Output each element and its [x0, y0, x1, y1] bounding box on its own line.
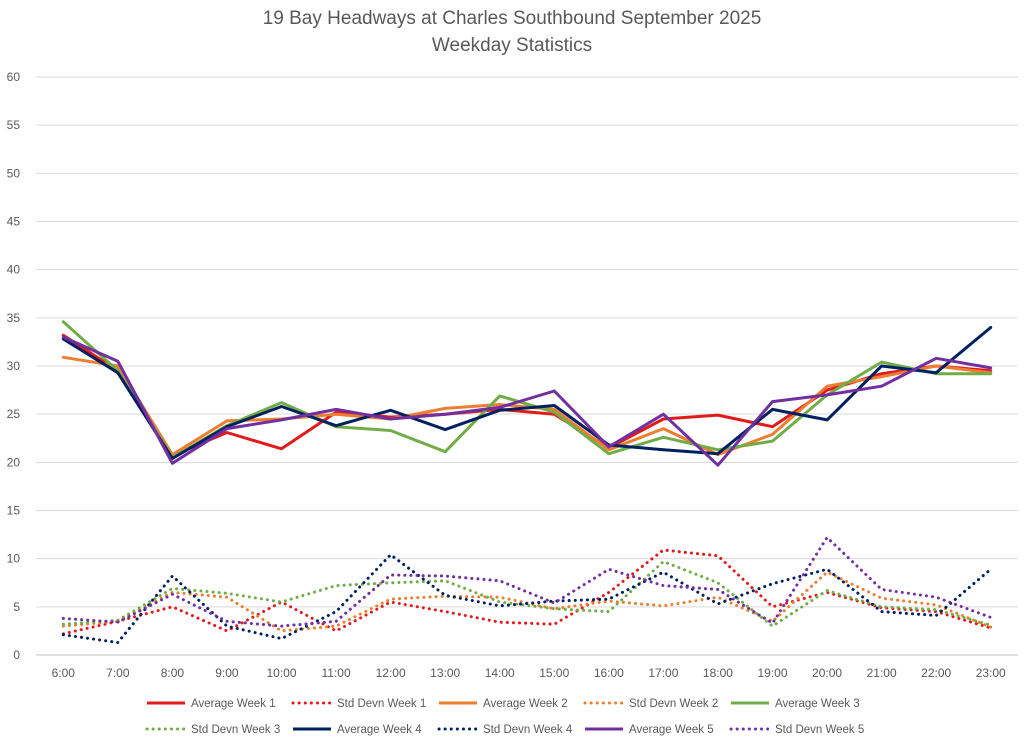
x-tick-label: 18:00	[703, 666, 733, 680]
chart-subtitle: Weekday Statistics	[431, 35, 593, 56]
y-tick-label: 5	[13, 600, 20, 614]
x-tick-label: 19:00	[757, 666, 787, 680]
x-tick-label: 23:00	[976, 666, 1006, 680]
x-tick-label: 13:00	[430, 666, 460, 680]
gridlines	[36, 76, 1018, 656]
series-line-7	[61, 326, 993, 460]
x-tick-label: 8:00	[161, 666, 185, 680]
y-tick-label: 50	[7, 166, 21, 180]
legend-label: Average Week 2	[483, 698, 568, 710]
series-line-4	[61, 570, 993, 633]
y-tick-label: 0	[13, 648, 20, 662]
x-axis-ticks: 6:00 7:00 8:00 9:00 10:00 11:00 12:00 13:00 14:0…	[52, 666, 1006, 680]
y-tick-label: 10	[7, 552, 21, 566]
legend-label: Average Week 5	[629, 724, 714, 736]
legend: Average Week 1 Std Devn Week 1 Average Wee…	[145, 698, 864, 736]
series-line-10	[61, 536, 993, 628]
series-line-8	[61, 553, 993, 644]
y-axis-ticks: 0 5 10 15 20 25 30 35 40 45 50 55 60	[7, 70, 21, 662]
series-line-9	[61, 335, 993, 467]
x-tick-label: 20:00	[812, 666, 842, 680]
legend-label: Std Devn Week 1	[337, 698, 426, 710]
chart-title: 19 Bay Headways at Charles Southbound Se…	[262, 8, 762, 29]
x-tick-label: 6:00	[52, 666, 76, 680]
x-tick-label: 17:00	[648, 666, 678, 680]
y-tick-label: 35	[7, 311, 21, 325]
y-tick-label: 55	[7, 118, 21, 132]
x-tick-label: 15:00	[539, 666, 569, 680]
legend-label: Average Week 4	[337, 724, 422, 736]
legend-label: Average Week 1	[191, 698, 276, 710]
x-tick-label: 7:00	[106, 666, 130, 680]
y-tick-label: 20	[7, 455, 21, 469]
y-tick-label: 60	[7, 70, 21, 84]
x-tick-label: 12:00	[376, 666, 406, 680]
y-tick-label: 15	[7, 504, 21, 518]
x-tick-label: 10:00	[266, 666, 296, 680]
series-line-2	[61, 548, 993, 636]
series-line-6	[61, 560, 993, 628]
legend-label: Std Devn Week 4	[483, 724, 573, 736]
legend-label: Std Devn Week 3	[191, 724, 280, 736]
series-lines	[61, 320, 993, 644]
x-tick-label: 11:00	[321, 666, 350, 680]
x-tick-label: 16:00	[594, 666, 624, 680]
x-tick-label: 9:00	[215, 666, 239, 680]
legend-label: Std Devn Week 2	[629, 698, 718, 710]
legend-label: Average Week 3	[775, 698, 860, 710]
y-tick-label: 40	[7, 263, 21, 277]
legend-label: Std Devn Week 5	[775, 724, 864, 736]
series-line-1	[61, 333, 993, 458]
y-tick-label: 30	[7, 359, 21, 373]
x-tick-label: 22:00	[921, 666, 951, 680]
y-tick-label: 45	[7, 215, 21, 229]
y-tick-label: 25	[7, 407, 21, 421]
x-tick-label: 14:00	[485, 666, 515, 680]
x-tick-label: 21:00	[867, 666, 897, 680]
